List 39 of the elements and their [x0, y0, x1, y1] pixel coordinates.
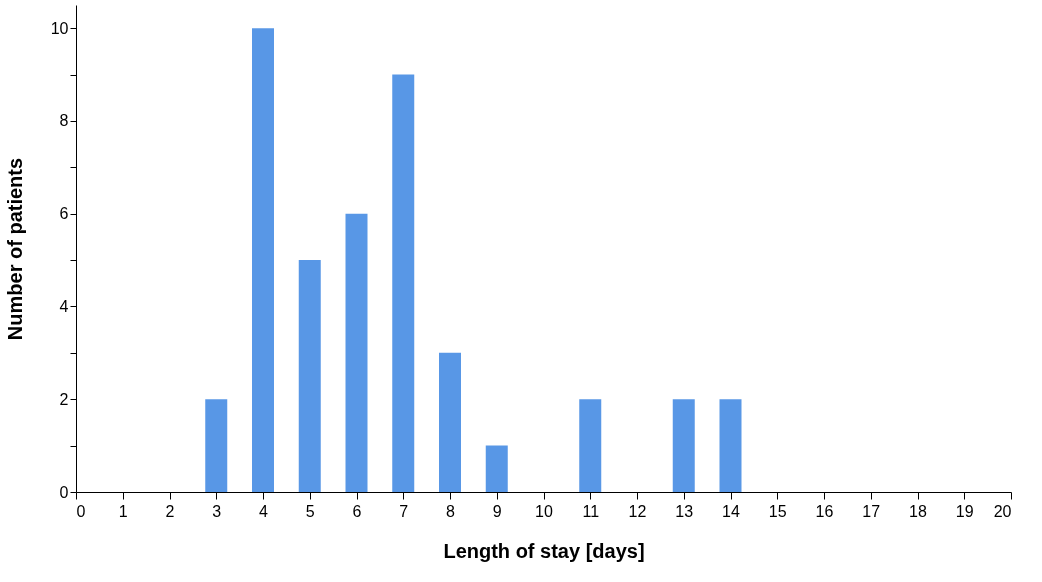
x-tick-label: 9 [492, 502, 502, 520]
x-tick-label: 11 [582, 502, 600, 520]
bar [345, 213, 368, 492]
bar [485, 445, 508, 492]
x-tick-label: 18 [909, 502, 927, 520]
y-tick-label: 6 [59, 205, 69, 223]
y-axis-title: Number of patients [3, 157, 26, 341]
x-tick-label: 10 [535, 502, 553, 520]
x-tick-label: 5 [305, 502, 315, 520]
y-tick-label: 0 [59, 483, 69, 501]
bar [719, 399, 742, 492]
bar [298, 260, 321, 492]
y-tick-label: 2 [59, 390, 69, 408]
x-tick-label: 12 [628, 502, 647, 520]
y-tick-label: 4 [59, 297, 69, 315]
x-tick-label: 19 [955, 502, 974, 520]
x-tick-label: 3 [212, 502, 222, 520]
x-tick-label: 2 [165, 502, 175, 520]
bar [392, 74, 415, 492]
x-tick-label: 16 [815, 502, 834, 520]
bar [579, 399, 602, 492]
x-tick-label: 15 [768, 502, 787, 520]
x-tick-label: 20 [993, 502, 1012, 520]
x-tick-label: 4 [259, 502, 269, 520]
y-tick-label: 8 [59, 112, 69, 130]
x-tick-label: 13 [675, 502, 694, 520]
x-tick-label: 1 [118, 502, 128, 520]
x-tick-label: 7 [399, 502, 409, 520]
bar [439, 352, 461, 492]
x-axis-title: Length of stay [days] [443, 539, 645, 562]
x-tick-label: 14 [722, 502, 740, 520]
x-tick-label: 6 [352, 502, 362, 520]
x-tick-label: 17 [862, 502, 881, 520]
bar [205, 399, 228, 492]
x-tick-label: 8 [446, 502, 456, 520]
bar [252, 28, 274, 492]
bar [672, 399, 695, 492]
y-tick-label: 10 [50, 19, 69, 37]
x-tick-label: 0 [76, 502, 86, 520]
